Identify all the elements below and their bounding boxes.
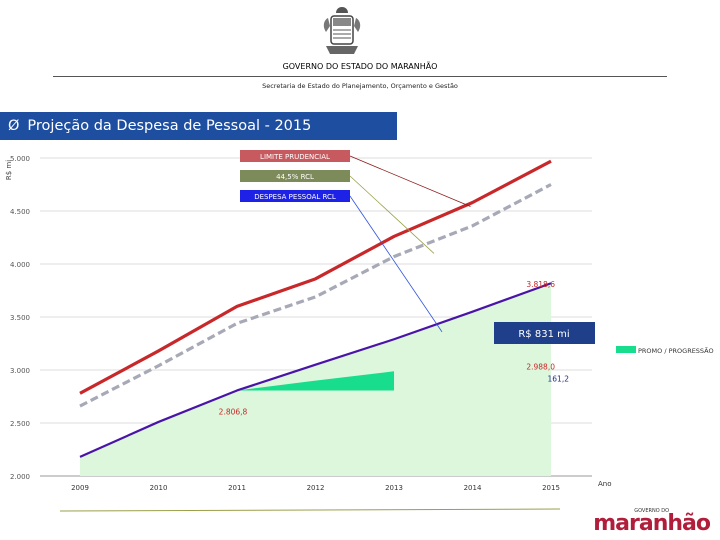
- legend-box: [240, 150, 350, 162]
- brand-logo: GOVERNO DO maranhão: [593, 508, 711, 536]
- footer-line: [59, 508, 561, 512]
- slide-title-banner: Ø Projeção da Despesa de Pessoal - 2015: [0, 112, 397, 140]
- callout-box: [494, 322, 595, 344]
- callout-text: R$ 831 mi: [518, 329, 569, 340]
- y-tick-label: 3.500: [10, 314, 30, 322]
- y-tick-label: 2.500: [10, 420, 30, 428]
- y-axis-label: R$ mi: [5, 160, 13, 180]
- y-tick-label: 5.000: [10, 155, 30, 163]
- x-tick-label: 2009: [71, 484, 89, 492]
- x-tick-label: 2013: [385, 484, 403, 492]
- x-tick-label: 2012: [307, 484, 325, 492]
- y-tick-label: 4.500: [10, 208, 30, 216]
- y-tick-label: 4.000: [10, 261, 30, 269]
- legend-box-label: DESPESA PESSOAL RCL: [254, 193, 336, 201]
- header-divider: [53, 76, 667, 77]
- personnel-expense-chart: 2.000 2.500 3.000 3.500 4.000 4.500 5.000 2009 2…: [5, 150, 714, 512]
- x-tick-label: 2014: [464, 484, 482, 492]
- slide-title: Projeção da Despesa de Pessoal - 2015: [27, 118, 312, 134]
- area-under-despesa: [80, 283, 551, 476]
- x-tick-label: 2011: [228, 484, 246, 492]
- secretariat-subtitle: Secretaria de Estado do Planejamento, Or…: [262, 82, 458, 90]
- legend-box: [240, 170, 350, 182]
- y-tick-label: 2.000: [10, 473, 30, 481]
- annotation-despesa-2015: 3.818,6: [526, 280, 555, 289]
- x-tick-label: 2015: [542, 484, 560, 492]
- annotation-band-delta: 161,2: [548, 374, 570, 383]
- brand-logo-small-text: GOVERNO DO: [634, 508, 670, 514]
- x-tick-label: 2010: [150, 484, 168, 492]
- band-legend-label: PROMO / PROGRESSÃO: [638, 346, 714, 355]
- legend-box-label: 44,5% RCL: [276, 173, 314, 181]
- legend-leader-line: [349, 195, 443, 333]
- legend-leader-line: [349, 175, 435, 254]
- brand-logo-text: maranhão: [593, 511, 711, 536]
- bullet-arrow-icon: Ø: [8, 118, 20, 134]
- promo-progressao-band: [237, 371, 394, 391]
- government-title: GOVERNO DO ESTADO DO MARANHÃO: [282, 62, 438, 71]
- legend-leader-line: [349, 155, 471, 207]
- band-legend-swatch: [616, 346, 636, 353]
- legend-box-label: LIMITE PRUDENCIAL: [260, 153, 330, 161]
- state-coat-of-arms: [323, 7, 361, 54]
- annotation-band-top-2015: 2.988,0: [526, 362, 555, 371]
- x-axis-label: Ano: [598, 480, 612, 488]
- y-tick-label: 3.000: [10, 367, 30, 375]
- legend-box: [240, 190, 350, 202]
- annotation-despesa-2011: 2.806,8: [219, 407, 248, 416]
